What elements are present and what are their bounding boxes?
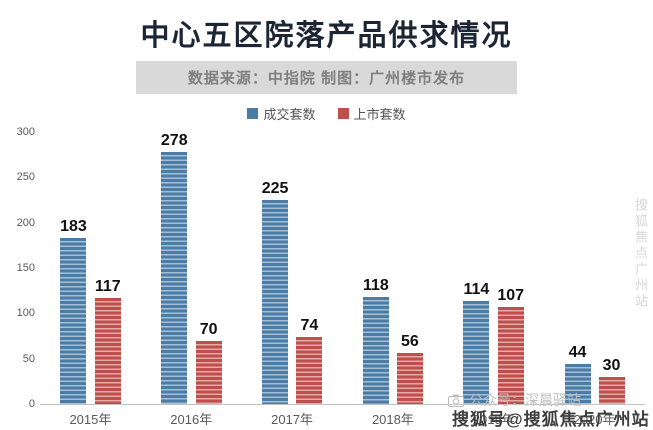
x-axis-label: 2019年	[472, 412, 515, 427]
bar-value-label: 44	[568, 344, 587, 362]
watermark-sohu: 搜狐号@搜狐焦点广州站	[452, 410, 650, 429]
x-axis-label: 2016年	[170, 412, 213, 427]
bar-wrap: 183	[60, 132, 87, 404]
camera-icon	[448, 394, 464, 407]
y-axis: 0 50 100 150 200 250 300	[6, 126, 40, 410]
x-axis-label: 2020年	[573, 412, 616, 427]
bar	[94, 297, 121, 404]
y-axis-tick: 0	[28, 398, 35, 410]
bar-wrap: 107	[497, 132, 524, 404]
watermark-vertical: 搜狐焦点广州站	[633, 198, 648, 310]
plot-area: 183 117 278 70 225 74 118 56 114 107 44 30	[40, 132, 645, 405]
subtitle-row: 数据来源：中指院 制图：广州楼市发布	[0, 61, 653, 94]
legend-label: 上市套数	[353, 107, 406, 122]
bar	[262, 200, 289, 404]
legend-item: 上市套数	[337, 104, 406, 123]
bar-wrap: 74	[296, 132, 323, 404]
bar-value-label: 118	[362, 277, 389, 295]
bar-value-label: 30	[602, 356, 621, 374]
y-axis-tick: 200	[16, 216, 35, 229]
legend-item: 成交套数	[247, 104, 316, 123]
bar-value-label: 70	[199, 320, 218, 338]
bar-wrap: 114	[463, 132, 490, 404]
bar-wrap: 70	[195, 132, 222, 404]
bar-group: 118 56	[342, 132, 443, 404]
bar-group: 183 117	[40, 132, 141, 404]
legend-label: 成交套数	[263, 107, 316, 122]
bar-value-label: 117	[94, 277, 121, 295]
bar	[463, 300, 490, 404]
x-axis-label: 2017年	[271, 412, 314, 427]
y-axis-tick: 50	[22, 352, 35, 365]
y-axis-tick: 300	[16, 126, 35, 138]
y-axis-tick: 100	[16, 307, 35, 320]
legend-swatch	[247, 108, 259, 119]
x-axis-labels: 2015年 2016年 2017年 2018年 2019年 2020年	[40, 409, 645, 428]
y-axis-tick: 250	[16, 171, 35, 184]
x-axis-label: 2015年	[69, 412, 112, 427]
bar	[497, 307, 524, 404]
bar-value-label: 56	[400, 333, 419, 351]
bar-chart: 0 50 100 150 200 250 300 183 117 278 70 225 74 118 56…	[0, 126, 653, 410]
chart-title: 中心五区院落产品供求情况	[140, 20, 513, 52]
bar	[296, 336, 323, 404]
bar-wrap: 278	[161, 132, 188, 404]
x-axis-label: 2018年	[371, 412, 414, 427]
chart-subtitle: 数据来源：中指院 制图：广州楼市发布	[135, 61, 518, 94]
legend: 成交套数 上市套数	[0, 104, 653, 123]
bar	[60, 238, 87, 404]
bar-group: 44 30	[544, 132, 645, 404]
watermark-account: 公众号：深晨驿站	[448, 390, 581, 410]
bar	[195, 340, 222, 404]
bar-group: 225 74	[242, 132, 343, 404]
bar-wrap: 56	[396, 132, 423, 404]
watermark-account-text: 公众号：深晨驿站	[469, 392, 581, 408]
bar-value-label: 107	[497, 287, 525, 304]
bar-group: 278 70	[141, 132, 242, 404]
bar-wrap: 118	[362, 132, 389, 404]
bar-value-label: 225	[261, 180, 289, 197]
bar	[598, 376, 625, 404]
bar-wrap: 44	[564, 132, 591, 404]
bar-value-label: 74	[300, 316, 319, 334]
bar-wrap: 117	[94, 132, 121, 404]
legend-swatch	[337, 108, 349, 119]
bar-wrap: 30	[598, 132, 625, 404]
bar	[564, 364, 591, 404]
bar-value-label: 114	[463, 280, 490, 298]
bar-wrap: 225	[261, 132, 289, 404]
bar	[161, 152, 188, 404]
bar	[362, 297, 389, 404]
bar-group: 114 107	[443, 132, 544, 404]
bar-value-label: 278	[160, 132, 188, 149]
y-axis-tick: 150	[16, 262, 35, 274]
bar	[396, 353, 423, 404]
bar-value-label: 183	[60, 218, 87, 236]
